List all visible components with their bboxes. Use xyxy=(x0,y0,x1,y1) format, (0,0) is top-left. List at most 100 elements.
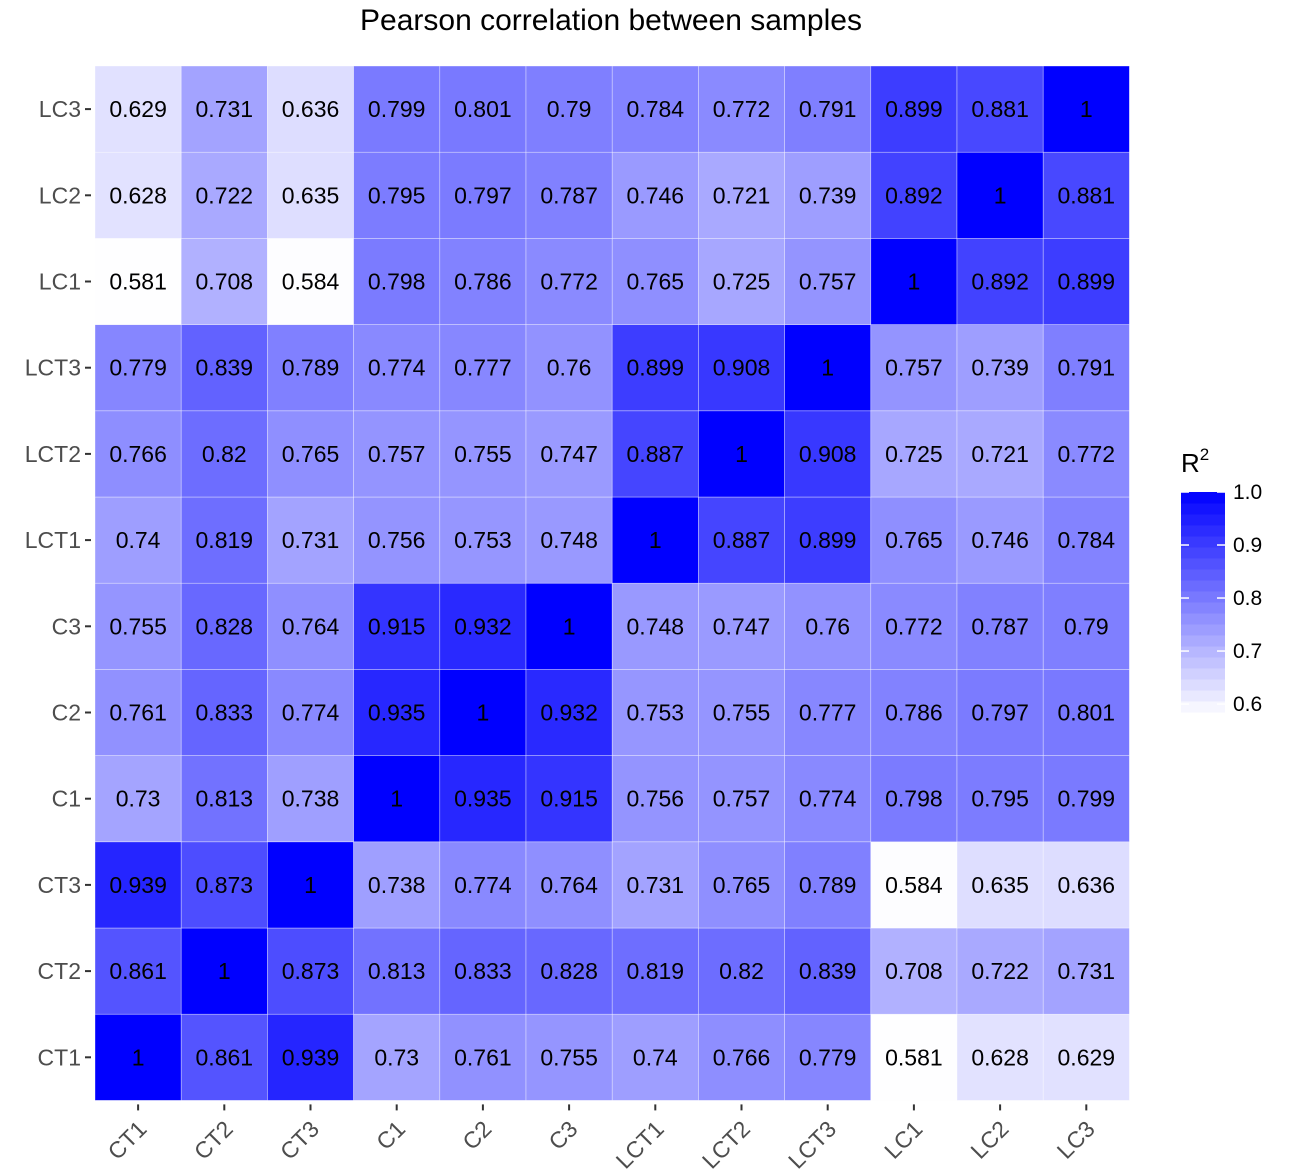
cell-value-label: 0.839 xyxy=(799,958,857,984)
cell-value-label: 0.899 xyxy=(885,96,943,122)
cell-value-label: 0.747 xyxy=(540,441,598,467)
cell-value-label: 0.764 xyxy=(282,613,340,639)
heatmap-cell xyxy=(1042,669,1130,756)
cell-value-label: 0.791 xyxy=(799,96,857,122)
heatmap-cell xyxy=(956,669,1044,756)
heatmap-cell xyxy=(180,669,268,756)
cell-value-label: 0.581 xyxy=(109,269,167,295)
heatmap-cell xyxy=(267,238,354,325)
heatmap-cell xyxy=(611,151,699,239)
cell-value-label: 0.772 xyxy=(713,96,771,122)
heatmap-cell xyxy=(525,324,613,412)
heatmap-cell xyxy=(870,238,958,325)
cell-value-label: 0.748 xyxy=(540,527,598,553)
heatmap-cell xyxy=(870,669,958,756)
x-tick-label: LC1 xyxy=(879,1116,927,1164)
cell-value-label: 1 xyxy=(994,182,1007,208)
heatmap-cell xyxy=(1042,65,1130,153)
cell-value-label: 0.74 xyxy=(116,527,161,553)
legend-title: R2 xyxy=(1181,445,1209,478)
cell-value-label: 0.861 xyxy=(109,958,167,984)
cell-value-label: 0.628 xyxy=(971,1044,1029,1070)
heatmap-cell xyxy=(870,841,958,929)
heatmap-cell xyxy=(698,151,785,239)
cell-value-label: 0.774 xyxy=(799,786,857,812)
heatmap-cell xyxy=(94,65,182,153)
heatmap-cell xyxy=(784,238,872,325)
cell-value-label: 0.797 xyxy=(971,700,1029,726)
heatmap-cell xyxy=(439,324,527,412)
heatmap-cell xyxy=(870,582,958,670)
heatmap-cell xyxy=(784,755,872,843)
heatmap-cell xyxy=(611,841,699,929)
heatmap-cell xyxy=(525,582,613,670)
heatmap-cell xyxy=(267,65,354,153)
cell-value-label: 0.708 xyxy=(885,958,943,984)
cell-value-label: 0.797 xyxy=(454,182,512,208)
heatmap-cell xyxy=(180,324,268,412)
heatmap-cell xyxy=(353,151,441,239)
cell-value-label: 0.79 xyxy=(1064,613,1109,639)
cell-value-label: 0.772 xyxy=(540,269,598,295)
heatmap-cell xyxy=(267,841,354,929)
cell-value-label: 0.756 xyxy=(368,527,426,553)
cell-value-label: 1 xyxy=(649,527,662,553)
cell-value-label: 0.766 xyxy=(109,441,167,467)
legend-tick-label: 0.7 xyxy=(1233,640,1262,663)
heatmap-cell xyxy=(94,841,182,929)
cell-value-label: 0.761 xyxy=(454,1044,512,1070)
heatmap-cell xyxy=(94,927,182,1015)
legend-tick-label: 0.9 xyxy=(1233,534,1262,557)
heatmap-cell xyxy=(784,496,872,584)
cell-value-label: 0.747 xyxy=(713,613,771,639)
cell-value-label: 0.881 xyxy=(971,96,1029,122)
cell-value-label: 0.795 xyxy=(971,786,1029,812)
cell-value-label: 0.76 xyxy=(547,355,592,381)
heatmap-cell xyxy=(267,1013,354,1101)
heatmap-cell xyxy=(1042,324,1130,412)
cell-value-label: 0.799 xyxy=(368,96,426,122)
y-tick-label: LCT2 xyxy=(25,441,81,467)
x-tick-label: LCT1 xyxy=(611,1116,669,1174)
cell-value-label: 0.908 xyxy=(713,355,771,381)
cell-value-label: 1 xyxy=(1080,96,1093,122)
heatmap-cell xyxy=(956,496,1044,584)
heatmap-cell xyxy=(956,65,1044,153)
cell-value-label: 0.755 xyxy=(109,613,167,639)
x-tick-label: CT2 xyxy=(189,1116,238,1165)
cell-value-label: 0.915 xyxy=(368,613,426,639)
cell-value-label: 0.779 xyxy=(799,1044,857,1070)
cell-value-label: 0.755 xyxy=(540,1044,598,1070)
cell-value-label: 0.786 xyxy=(885,700,943,726)
cell-value-label: 0.873 xyxy=(282,958,340,984)
cell-value-label: 0.813 xyxy=(368,958,426,984)
cell-value-label: 0.753 xyxy=(627,700,685,726)
cell-value-label: 0.774 xyxy=(282,700,340,726)
cell-value-label: 0.772 xyxy=(885,613,943,639)
heatmap-cell xyxy=(267,324,354,412)
cell-value-label: 0.935 xyxy=(368,700,426,726)
heatmap-cell xyxy=(439,1013,527,1101)
cell-value-label: 0.731 xyxy=(1058,958,1116,984)
heatmap-cell xyxy=(956,1013,1044,1101)
heatmap-cell xyxy=(180,927,268,1015)
heatmap-cell xyxy=(180,65,268,153)
legend-tick-label: 0.8 xyxy=(1233,587,1262,610)
heatmap-cell xyxy=(94,324,182,412)
heatmap-cell xyxy=(611,582,699,670)
cell-value-label: 0.635 xyxy=(282,182,340,208)
heatmap-cell xyxy=(525,238,613,325)
cell-value-label: 0.932 xyxy=(454,613,512,639)
cell-value-label: 0.755 xyxy=(454,441,512,467)
x-tick-label: LC2 xyxy=(965,1116,1013,1164)
legend-color-step xyxy=(1181,492,1225,504)
heatmap-cell xyxy=(784,1013,872,1101)
cell-value-label: 0.636 xyxy=(1058,872,1116,898)
heatmap-cell xyxy=(353,238,441,325)
cell-value-label: 0.755 xyxy=(713,700,771,726)
cell-value-label: 0.777 xyxy=(799,700,857,726)
heatmap-cell xyxy=(94,1013,182,1101)
cell-value-label: 0.635 xyxy=(971,872,1029,898)
cell-value-label: 0.725 xyxy=(885,441,943,467)
cell-value-label: 0.784 xyxy=(627,96,685,122)
